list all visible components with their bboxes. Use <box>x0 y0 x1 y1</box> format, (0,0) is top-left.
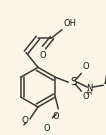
Text: S: S <box>70 77 77 87</box>
Text: OH: OH <box>63 19 76 28</box>
Text: O: O <box>82 92 89 101</box>
Text: H: H <box>87 90 92 96</box>
Text: O: O <box>52 112 59 121</box>
Text: O: O <box>43 124 50 133</box>
Text: N: N <box>86 84 93 93</box>
Text: O: O <box>82 62 89 71</box>
Text: O: O <box>21 116 28 125</box>
Text: O: O <box>40 51 46 60</box>
